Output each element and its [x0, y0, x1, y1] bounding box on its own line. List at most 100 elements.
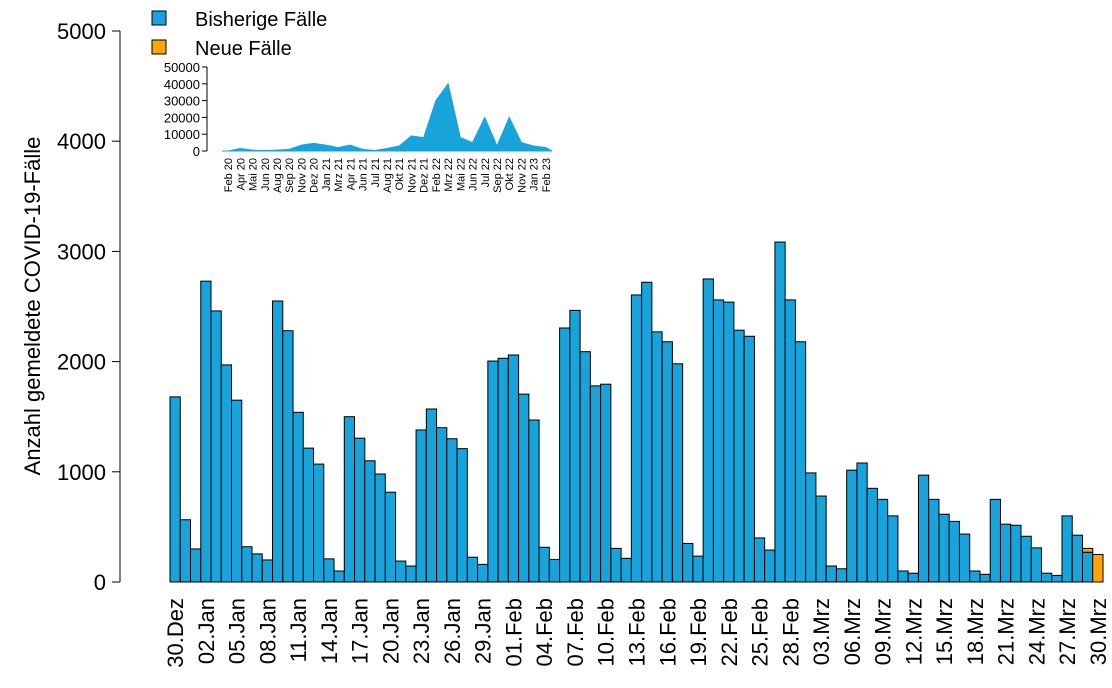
bar: [600, 383, 612, 583]
bar: [651, 331, 663, 583]
x-tick-label: 04.Feb: [532, 598, 557, 667]
bar: [200, 280, 212, 583]
inset-area: [222, 82, 553, 152]
bar: [415, 429, 427, 583]
bar: [692, 555, 704, 583]
bar: [272, 300, 284, 583]
x-tick-label: 12.Mrz: [901, 598, 926, 665]
bar: [928, 498, 940, 583]
inset-x-tick-label: Okt 22: [504, 158, 516, 190]
inset-x-tick-label: Jan 23: [529, 158, 541, 191]
inset-x-tick-label: Feb 23: [541, 158, 553, 192]
legend-swatch: [151, 39, 167, 55]
bar: [477, 563, 489, 583]
inset-x-tick-label: Jun 21: [358, 158, 370, 191]
x-tick-label: 22.Feb: [717, 598, 742, 667]
bar: [425, 408, 438, 583]
bar: [354, 437, 366, 583]
inset-x-tick-label: Sep 20: [284, 158, 296, 193]
bar: [405, 565, 417, 583]
bar: [610, 547, 622, 583]
y-axis-label: Anzahl gemeldete COVID-19-Fälle: [20, 137, 45, 476]
inset-x-tick-label: Jun 22: [468, 158, 480, 191]
x-tick-label: 14.Jan: [317, 598, 342, 664]
x-tick-label: 20.Jan: [378, 598, 403, 664]
bar: [866, 487, 878, 583]
bar: [569, 309, 581, 583]
x-tick-label: 26.Jan: [440, 598, 465, 664]
bar: [251, 553, 263, 583]
inset-x-tick-label: Feb 22: [431, 158, 443, 192]
inset-x-tick-label: Mai 22: [455, 158, 467, 191]
x-tick-label: 01.Feb: [501, 598, 526, 667]
legend-label: Bisherige Fälle: [195, 9, 327, 31]
bar: [805, 472, 817, 583]
x-tick-label: 10.Feb: [594, 598, 619, 667]
bar: [764, 549, 776, 583]
bar: [825, 565, 837, 583]
bar: [876, 498, 889, 583]
bar: [384, 491, 397, 583]
bar: [1061, 515, 1073, 583]
x-tick-label: 17.Jan: [348, 598, 373, 664]
bar: [538, 546, 550, 583]
x-tick-label: 25.Feb: [748, 598, 773, 667]
bar: [210, 310, 222, 583]
bar: [282, 330, 294, 583]
bar: [702, 278, 714, 583]
bar: [784, 299, 796, 583]
x-tick-label: 24.Mrz: [1024, 598, 1049, 665]
inset-x-tick-label: Nov 22: [516, 158, 528, 193]
inset-x-tick-label: Dez 20: [309, 158, 321, 193]
bar: [989, 498, 1001, 583]
x-tick-label: 19.Feb: [686, 598, 711, 667]
bar: [630, 294, 643, 583]
x-tick-label: 27.Mrz: [1055, 598, 1080, 665]
bar: [456, 448, 468, 583]
legend-label: Neue Fälle: [195, 38, 292, 60]
inset-y-tick-label: 50000: [164, 60, 200, 75]
bar: [548, 558, 561, 583]
x-tick-label: 30.Dez: [163, 598, 188, 668]
x-tick-label: 16.Feb: [655, 598, 680, 667]
bar: [364, 460, 376, 583]
inset-x-tick-label: Mrz 21: [333, 158, 345, 192]
inset-x-tick-label: Aug 21: [382, 158, 394, 193]
bar: [1081, 551, 1094, 583]
x-tick-label: 02.Jan: [194, 598, 219, 664]
bar: [395, 560, 407, 583]
bar: [343, 416, 356, 583]
inset-x-tick-label: Nov 20: [296, 158, 308, 193]
bar: [794, 341, 807, 583]
legend-swatch: [151, 10, 167, 26]
y-tick-label: 0: [94, 570, 106, 595]
bar: [743, 335, 755, 583]
bar: [1020, 535, 1032, 583]
bar: [497, 357, 509, 583]
bar: [231, 399, 243, 583]
bar: [190, 548, 202, 583]
bar: [999, 523, 1012, 583]
x-tick-label: 21.Mrz: [994, 598, 1019, 665]
inset-x-tick-label: Jul 22: [480, 158, 492, 187]
inset-x-tick-label: Dez 21: [419, 158, 431, 193]
bar: [518, 393, 530, 583]
inset-y-tick-label: 20000: [164, 110, 200, 125]
bar: [733, 329, 745, 583]
bar: [487, 360, 499, 583]
bar: [815, 495, 827, 583]
bar: [333, 570, 345, 583]
x-tick-label: 03.Mrz: [809, 598, 834, 665]
x-tick-label: 15.Mrz: [932, 598, 957, 665]
bar: [979, 573, 991, 583]
bar: [169, 396, 181, 583]
x-tick-label: 11.Jan: [286, 598, 311, 662]
bar: [261, 559, 274, 583]
y-tick-label: 1000: [57, 460, 106, 485]
y-tick-label: 4000: [57, 129, 106, 154]
bar: [969, 570, 981, 583]
bar: [620, 557, 632, 583]
bar: [671, 363, 684, 583]
bar: [1010, 524, 1022, 583]
